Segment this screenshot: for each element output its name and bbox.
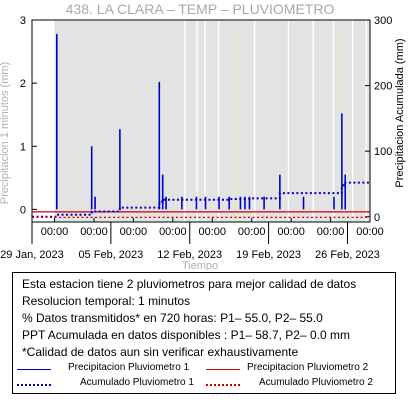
data-band-0 <box>184 20 186 222</box>
time-tick-label-6: 00:00 <box>277 226 305 238</box>
series-2-line <box>32 181 370 218</box>
info-line-transmitted: % Datos transmitidos* en 720 horas: P1– … <box>22 311 323 325</box>
data-band-6 <box>312 20 314 222</box>
data-band-5 <box>287 20 290 222</box>
left-tick-label-3: 3 <box>20 15 26 27</box>
legend-label-a2: Acumulado Pluviometro 2 <box>259 377 373 388</box>
time-tick-label-0: 00:00 <box>41 226 69 238</box>
time-tick-label-4: 00:00 <box>199 226 227 238</box>
info-line-stations: Esta estacion tiene 2 pluviometros para … <box>22 277 357 291</box>
data-band-7 <box>332 20 335 222</box>
info-box: Esta estacion tiene 2 pluviometros para … <box>12 272 396 394</box>
legend-swatch-p1 <box>17 369 51 370</box>
time-tick-label-1: 00:00 <box>80 226 108 238</box>
left-tick-label-1: 1 <box>20 141 26 153</box>
left-axis-label: Precipitacion 1 minutos (mm) <box>0 62 11 204</box>
time-tick-label-5: 00:00 <box>238 226 266 238</box>
green-band-0 <box>235 20 238 222</box>
legend-label-a1: Acumulado Pluviometro 1 <box>80 377 194 388</box>
data-band-3 <box>217 20 220 222</box>
left-tick-label-2: 2 <box>20 78 26 90</box>
right-tick-label-1: 100 <box>374 146 392 158</box>
chart: 438. LA CLARA – TEMP – PLUVIOMETRO Preci… <box>0 1 406 270</box>
time-tick-label-8: 00:00 <box>356 226 384 238</box>
right-tick-label-3: 300 <box>374 15 392 27</box>
legend-label-p2: Precipitacion Pluviometro 2 <box>247 362 369 373</box>
no-data-region-0 <box>54 20 371 222</box>
time-tick-label-3: 00:00 <box>159 226 187 238</box>
legend-label-p1: Precipitacion Pluviometro 1 <box>68 362 190 373</box>
legend-swatch-p2 <box>206 369 240 370</box>
legend-swatch-a1 <box>17 384 51 386</box>
info-line-accumulated: PPT Acumulada en datos disponibles : P1–… <box>22 328 350 342</box>
date-tick-label-4: 26 Feb, 2023 <box>315 249 380 261</box>
date-tick-label-0: 29 Jan, 2023 <box>0 249 64 261</box>
legend-swatch-a2 <box>206 384 240 386</box>
green-band-1 <box>339 20 341 222</box>
right-axis-label: Precipitacion Acumulada (mm) <box>394 38 406 187</box>
data-band-2 <box>204 20 206 222</box>
right-tick-label-0: 0 <box>374 212 380 224</box>
plot-frame <box>31 19 371 223</box>
info-line-resolution: Resolucion temporal: 1 minutos <box>22 294 191 308</box>
x-axis-label: Tiempo <box>182 260 218 270</box>
left-tick-label-0: 0 <box>20 204 26 216</box>
time-tick-label-2: 00:00 <box>120 226 148 238</box>
chart-title: 438. LA CLARA – TEMP – PLUVIOMETRO <box>66 1 335 17</box>
data-band-1 <box>196 20 198 222</box>
time-tick-label-7: 00:00 <box>317 226 345 238</box>
data-band-8 <box>351 20 354 222</box>
date-tick-label-1: 05 Feb, 2023 <box>78 249 143 261</box>
date-tick-label-3: 19 Feb, 2023 <box>236 249 301 261</box>
right-tick-label-2: 200 <box>374 81 392 93</box>
date-tick-label-2: 12 Feb, 2023 <box>157 249 222 261</box>
info-line-quality-note: *Calidad de datos aun sin verificar exha… <box>22 345 299 359</box>
data-band-4 <box>253 20 256 222</box>
data-band-9 <box>365 20 367 222</box>
